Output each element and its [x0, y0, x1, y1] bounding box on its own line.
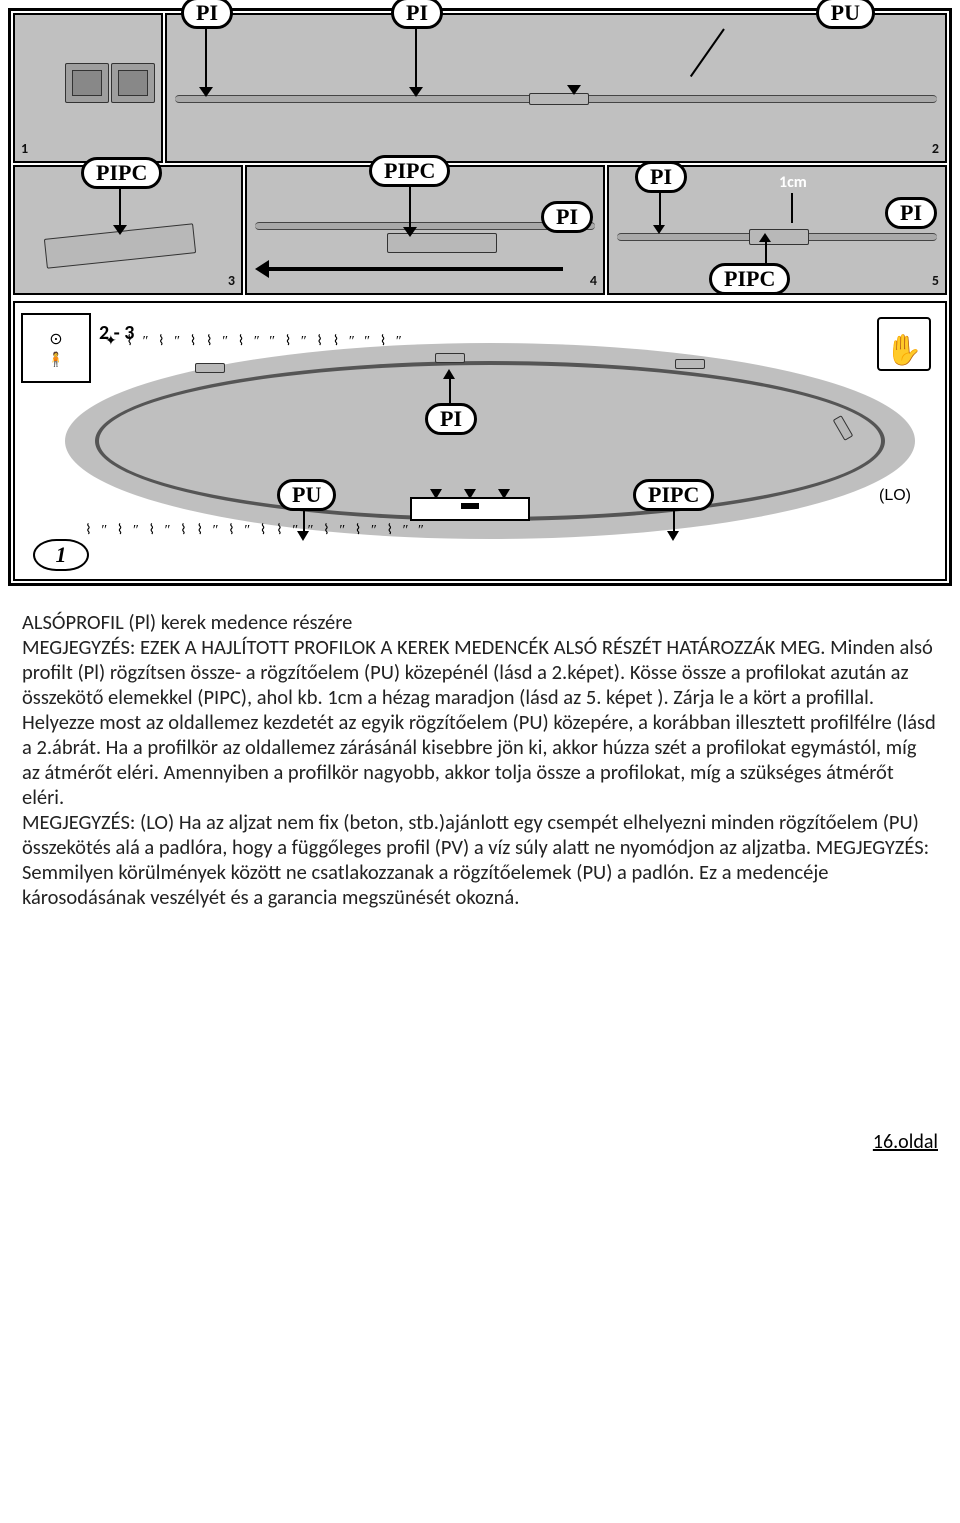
glove-icon: ✋ [877, 317, 931, 371]
figure-cell-5: PI PI 1cm PIPC 5 [607, 165, 947, 295]
paragraph: Helyezze most az oldallemez kezdetét az … [22, 709, 936, 810]
figure-cell-4: PIPC PI 4 [245, 165, 605, 295]
cell-number: 5 [932, 272, 939, 289]
step-number: 1 [33, 539, 89, 571]
label-pipc: PIPC [633, 479, 714, 511]
eye-icon: ⊙ [49, 329, 62, 349]
cell-number: 4 [590, 272, 597, 289]
label-pi: PI [181, 0, 233, 29]
figure-cell-1: 1 [13, 13, 163, 163]
cell-number: 2 [932, 140, 939, 157]
label-pipc: PIPC [709, 263, 790, 295]
label-pipc: PIPC [369, 155, 450, 187]
level-indicator [410, 497, 530, 521]
label-pu: PU [816, 0, 875, 29]
page-number: 16.oldal [8, 910, 952, 1164]
cell-number: 3 [228, 272, 235, 289]
label-pi: PI [885, 197, 937, 229]
label-pipc: PIPC [81, 157, 162, 189]
figure-row-2: PIPC 3 PIPC PI 4 PI [13, 165, 947, 295]
note-line: MEGJEGYZÉS: EZEK A HAJLÍTOTT PROFILOK A … [22, 634, 825, 660]
figure-cell-3: PIPC 3 [13, 165, 243, 295]
figure-box: 1 PI PI PU 2 PIPC [8, 8, 952, 586]
label-pi: PI [425, 403, 477, 435]
paragraph: MEGJEGYZÉS: (LO) Ha az aljzat nem fix (b… [22, 809, 929, 910]
figure-row-1: 1 PI PI PU 2 [13, 13, 947, 163]
persons-count: 2 - 3 [99, 321, 134, 345]
persons-required-box: ⊙ 🧍 [21, 313, 91, 383]
label-pu: PU [277, 479, 336, 511]
figure-cell-2: PI PI PU 2 [165, 13, 947, 163]
label-pi: PI [635, 161, 687, 193]
label-pi: PI [541, 201, 593, 233]
assembly-diagram: ✦ ⌇ ″ ⌇ ″ ⌇ ⌇ ″ ⌇ ″ ″ ⌇ ″ ⌇ ⌇ ″ ″ ⌇ ″ ⌇ … [13, 301, 947, 581]
cell-number: 1 [21, 140, 28, 157]
lo-label: (LO) [879, 487, 911, 505]
section-title: ALSÓPROFIL (Pl) kerek medence részére [22, 610, 938, 635]
label-pi: PI [391, 0, 443, 29]
label-1cm: 1cm [779, 173, 807, 192]
instruction-text: ALSÓPROFIL (Pl) kerek medence részére ME… [22, 610, 938, 910]
